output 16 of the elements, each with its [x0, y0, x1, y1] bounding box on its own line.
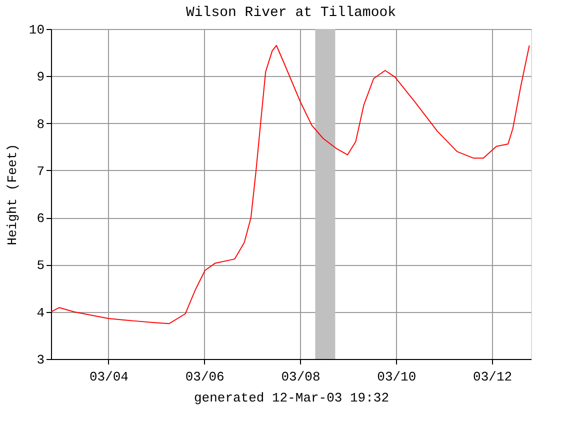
y-tick-label: 9 — [36, 70, 44, 85]
x-tick-label: 03/08 — [281, 370, 320, 384]
y-tick-label: 10 — [28, 22, 44, 38]
x-tick-label: 03/06 — [185, 370, 224, 384]
y-tick-label: 7 — [36, 164, 44, 179]
chart-title: Wilson River at Tillamook — [186, 5, 396, 21]
x-tick-label: 03/12 — [473, 370, 512, 384]
y-tick-label: 8 — [36, 116, 44, 132]
y-tick-label: 4 — [36, 305, 45, 320]
x-tick-label: 03/04 — [89, 370, 129, 384]
x-axis-title: generated 12-Mar-03 19:32 — [194, 390, 390, 406]
x-tick-label: 03/10 — [377, 370, 416, 384]
y-tick-label: 5 — [36, 258, 44, 274]
y-tick-label: 3 — [36, 352, 44, 368]
y-tick-label: 6 — [36, 211, 44, 226]
y-axis-title: Height (Feet) — [4, 144, 20, 246]
